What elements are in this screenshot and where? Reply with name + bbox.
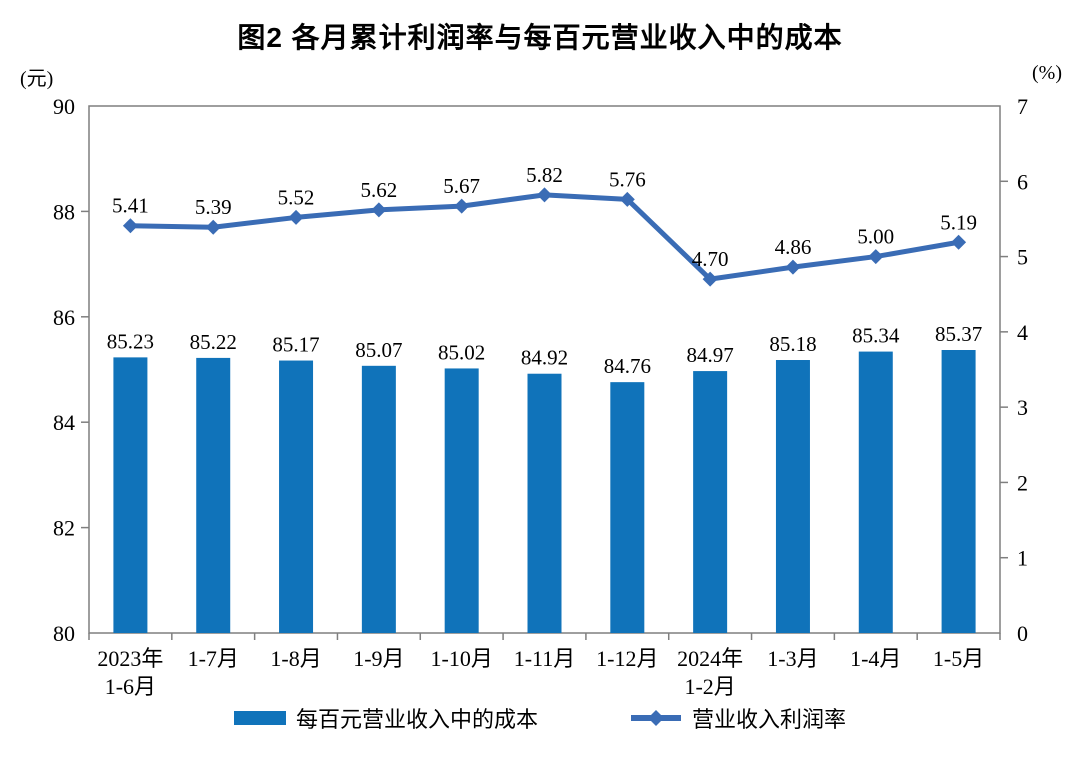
chart-title: 图2 各月累计利润率与每百元营业收入中的成本 <box>237 22 843 53</box>
cost-bar-value-label: 85.17 <box>272 333 319 357</box>
cost-bar-value-label: 85.02 <box>438 340 485 364</box>
cost-bar-value-label: 85.18 <box>769 332 816 356</box>
profit-rate-point <box>205 219 221 235</box>
cost-bar <box>941 350 976 633</box>
right-axis-tick-label: 1 <box>1017 546 1028 571</box>
profit-rate-value-label: 5.76 <box>609 167 646 191</box>
x-axis-category-label: 2023年 <box>97 646 163 671</box>
left-axis-tick-label: 88 <box>53 199 75 224</box>
cost-bar <box>361 365 396 633</box>
right-axis-tick-label: 6 <box>1017 169 1028 194</box>
legend-line-label: 营业收入利润率 <box>692 707 847 732</box>
cost-bar-value-label: 85.34 <box>852 324 900 348</box>
profit-rate-point <box>122 218 138 234</box>
cost-bar <box>858 351 893 633</box>
x-axis-category-label: 1-2月 <box>684 674 735 699</box>
x-axis-category-label: 1-9月 <box>353 646 404 671</box>
profit-rate-point <box>868 249 884 265</box>
x-axis-category-label: 1-11月 <box>514 646 576 671</box>
cost-bar-value-label: 85.07 <box>355 338 402 362</box>
x-axis-category-label: 1-5月 <box>933 646 984 671</box>
profit-rate-point <box>454 198 470 214</box>
cost-bar-value-label: 85.23 <box>107 329 154 353</box>
right-axis-tick-label: 0 <box>1017 621 1028 646</box>
profit-rate-point <box>702 271 718 287</box>
x-axis-category-label: 1-6月 <box>105 674 156 699</box>
profit-rate-point <box>951 234 967 250</box>
profit-rate-value-label: 5.39 <box>195 195 232 219</box>
left-axis-tick-label: 80 <box>53 621 75 646</box>
bar-series-swatch-icon <box>233 711 286 725</box>
profit-rate-point <box>619 191 635 207</box>
cost-bar <box>196 357 231 633</box>
cost-bar <box>279 360 314 633</box>
cost-bar <box>610 382 645 633</box>
left-axis-tick-label: 86 <box>53 305 75 330</box>
legend-bar-label: 每百元营业收入中的成本 <box>295 707 538 732</box>
x-axis-category-label: 2024年 <box>677 646 743 671</box>
right-axis-unit-label: (%) <box>1032 62 1062 84</box>
x-axis-category-label: 1-12月 <box>596 646 658 671</box>
profit-rate-value-label: 5.52 <box>278 185 315 209</box>
cost-bar <box>444 368 479 633</box>
cost-bar-value-label: 85.22 <box>190 330 237 354</box>
cost-bar-value-label: 84.97 <box>687 343 734 367</box>
profit-rate-value-label: 5.82 <box>526 163 563 187</box>
right-axis-tick-label: 4 <box>1017 320 1028 345</box>
chart-legend: 每百元营业收入中的成本 营业收入利润率 <box>0 702 1080 734</box>
profit-rate-point <box>785 259 801 275</box>
legend-item-profit-rate: 营业收入利润率 <box>630 702 846 734</box>
left-axis-tick-label: 82 <box>53 516 75 541</box>
profit-rate-line <box>127 192 962 282</box>
x-axis-category-label: 1-3月 <box>767 646 818 671</box>
profit-rate-value-label: 5.62 <box>360 178 397 202</box>
profit-rate-point <box>537 187 552 203</box>
left-axis-tick-label: 84 <box>53 410 75 435</box>
cost-bar-value-label: 85.37 <box>935 322 982 346</box>
right-axis-tick-label: 2 <box>1017 470 1028 495</box>
cost-bar-value-label: 84.92 <box>521 346 568 370</box>
x-axis-category-label: 1-10月 <box>431 646 493 671</box>
right-axis-tick-label: 5 <box>1017 245 1028 270</box>
profit-rate-value-label: 5.00 <box>857 225 894 249</box>
cost-bar <box>527 373 562 633</box>
profit-rate-value-label: 4.70 <box>692 247 729 271</box>
x-axis-category-label: 1-4月 <box>850 646 901 671</box>
left-axis-tick-label: 90 <box>53 94 75 119</box>
cost-bar-value-label: 84.76 <box>604 354 651 378</box>
profit-rate-point <box>371 202 387 218</box>
line-series-swatch-icon <box>631 710 681 726</box>
legend-item-cost: 每百元营业收入中的成本 <box>233 702 538 734</box>
left-axis-unit-label: (元) <box>20 68 54 90</box>
x-axis-category-label: 1-8月 <box>270 646 321 671</box>
profit-rate-value-label: 5.67 <box>443 174 480 198</box>
right-axis-tick-label: 3 <box>1017 395 1028 420</box>
cost-bar <box>775 360 810 633</box>
right-axis-tick-label: 7 <box>1017 94 1028 119</box>
profit-rate-value-label: 5.41 <box>112 194 149 218</box>
profit-rate-value-label: 5.19 <box>940 210 977 234</box>
x-axis-category-label: 1-7月 <box>188 646 239 671</box>
profit-rate-value-label: 4.86 <box>775 235 812 259</box>
cost-bar <box>113 357 148 633</box>
profit-rate-point <box>288 209 304 225</box>
cost-bar <box>693 371 728 633</box>
